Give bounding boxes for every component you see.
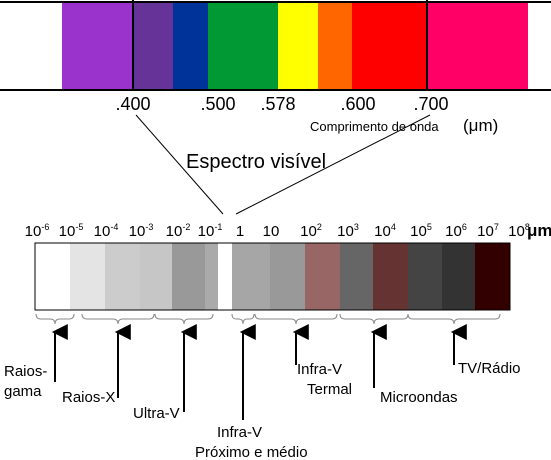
scale-exponent: -6	[41, 222, 49, 232]
scale-exponent: 6	[462, 222, 467, 232]
scale-label: 103	[337, 222, 359, 240]
scale-exponent: -5	[75, 222, 83, 232]
scale-base: 10	[374, 223, 391, 240]
band-label: Infra-V	[217, 424, 262, 441]
band-label: Microondas	[380, 389, 458, 406]
wavelength-tick: .700	[413, 94, 448, 114]
wavelength-tick: .400	[115, 94, 150, 114]
arrows	[51, 324, 467, 420]
visible-bar	[0, 0, 551, 91]
scale-base: 10	[166, 223, 183, 240]
scale-unit: μm	[527, 221, 551, 240]
scale-exponent: -4	[110, 222, 118, 232]
scale-label: 10-3	[129, 222, 154, 240]
scale-exponent: 5	[427, 222, 432, 232]
scale-exponent: 2	[317, 222, 322, 232]
scale-label: 10-5	[59, 222, 84, 240]
scale-exponent: -1	[214, 222, 222, 232]
scale-base: 10	[337, 223, 354, 240]
scale-label: 10-1	[198, 222, 223, 240]
scale-exponent: -2	[182, 222, 190, 232]
scale-label: 1	[236, 223, 244, 240]
scale-base: 10	[198, 223, 215, 240]
scale-base: 10	[25, 223, 42, 240]
band-label: Próximo e médio	[195, 444, 308, 460]
scale-label: 106	[445, 222, 467, 240]
wavelength-tick: .600	[340, 94, 375, 114]
scale-exponent: 7	[494, 222, 499, 232]
scale-base: 10	[410, 223, 427, 240]
connector-lines	[135, 114, 431, 215]
scale-base: 10	[263, 223, 280, 240]
scale-base: 10	[477, 223, 494, 240]
band-label: Raios-X	[62, 389, 115, 406]
scale-exponent: 4	[391, 222, 396, 232]
axis-label: Comprimento de onda	[310, 119, 439, 134]
scale-base: 10	[508, 223, 525, 240]
scale-label: 108	[508, 222, 530, 240]
scale-exponent: -3	[145, 222, 153, 232]
braces	[35, 313, 501, 325]
band-label: Infra-V	[297, 361, 342, 378]
scale-label: 10-6	[25, 222, 50, 240]
band-label: TV/Rádio	[458, 360, 521, 377]
scale-label: 10-2	[166, 222, 191, 240]
scale-label: 107	[477, 222, 499, 240]
scale-label: 105	[410, 222, 432, 240]
wavelength-tick: .500	[200, 94, 235, 114]
scale-base: 10	[59, 223, 76, 240]
band-label: Termal	[307, 381, 352, 398]
scale-label: 10-4	[94, 222, 119, 240]
scale-base: 10	[94, 223, 111, 240]
em-bar	[34, 242, 511, 311]
scale-base: 10	[445, 223, 462, 240]
scale-exponent: 3	[354, 222, 359, 232]
scale-base: 1	[236, 223, 244, 240]
band-label: Ultra-V	[133, 405, 180, 422]
band-label: Raios-	[4, 363, 47, 380]
scale-exponent: 8	[525, 222, 530, 232]
spectrum-title: Espectro visível	[186, 151, 326, 173]
axis-unit: (μm)	[463, 116, 498, 135]
scale-label: 102	[300, 222, 322, 240]
band-label: gama	[4, 383, 42, 400]
scale-label: 104	[374, 222, 396, 240]
scale-base: 10	[129, 223, 146, 240]
scale-base: 10	[300, 223, 317, 240]
wavelength-tick: .578	[260, 94, 295, 114]
scale-label: 10	[263, 223, 280, 240]
